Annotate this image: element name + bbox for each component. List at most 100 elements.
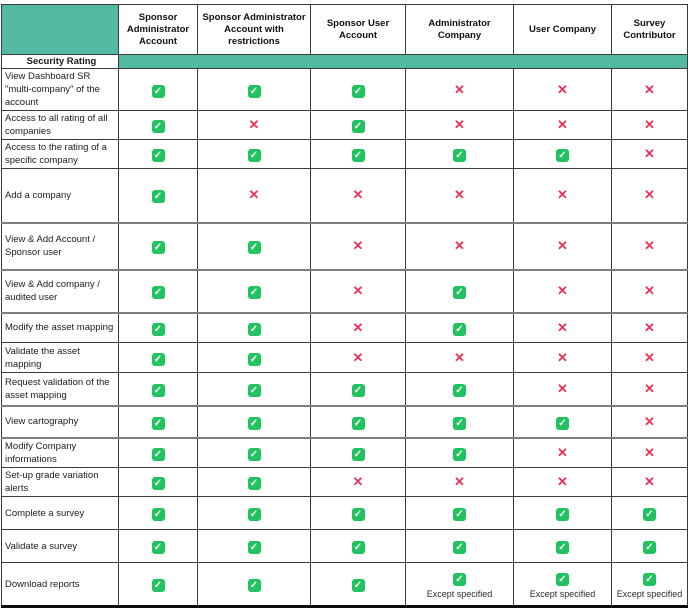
- cross-icon: ✕: [644, 444, 655, 460]
- check-icon: ✓: [351, 149, 365, 162]
- cross-icon: ✕: [454, 238, 465, 253]
- column-header: Survey Contributor: [611, 4, 688, 55]
- permission-cell: ✕: [513, 312, 612, 343]
- cross-icon: ✕: [454, 474, 465, 489]
- permission-cell: ✓: [118, 529, 198, 563]
- check-icon: ✓: [247, 352, 261, 366]
- column-header: Sponsor User Account: [310, 4, 406, 55]
- cell-note: Except specified: [426, 589, 493, 599]
- cross-icon: ✕: [454, 81, 465, 97]
- permissions-matrix-page: Sponsor Administrator Account Sponsor Adm…: [0, 4, 688, 609]
- check-icon: ✓: [151, 579, 165, 592]
- check-icon: ✓: [247, 477, 261, 490]
- row-label: View cartography: [1, 405, 119, 439]
- permission-cell: ✓: [118, 168, 198, 224]
- permission-cell: ✓ Except specified: [405, 562, 514, 608]
- check-icon: ✓: [556, 541, 569, 554]
- permission-cell: ✓: [118, 110, 198, 140]
- cross-icon: ✕: [557, 283, 568, 298]
- check-icon: ✓: [247, 579, 261, 592]
- column-header: User Company: [513, 4, 612, 55]
- cross-icon: ✕: [557, 187, 568, 203]
- check-icon: ✓: [151, 477, 165, 490]
- permission-cell: ✓: [197, 372, 311, 407]
- permission-cell: ✓: [118, 342, 198, 373]
- cross-icon: ✕: [644, 319, 655, 335]
- check-icon: ✓: [151, 508, 165, 521]
- cross-icon: ✕: [557, 474, 568, 489]
- check-icon: ✓: [453, 286, 466, 299]
- check-icon: ✓: [151, 286, 165, 299]
- permission-cell: ✓: [310, 139, 406, 169]
- check-icon: ✓: [453, 541, 466, 554]
- check-icon: ✓: [556, 416, 569, 430]
- check-icon: ✓: [247, 322, 261, 336]
- permission-cell: ✕: [611, 110, 688, 140]
- check-icon: ✓: [151, 541, 165, 554]
- check-icon: ✓: [247, 84, 261, 98]
- permission-cell: ✓: [310, 372, 406, 407]
- permission-cell: ✕: [513, 110, 612, 140]
- permission-cell: ✓: [611, 529, 688, 563]
- table-row: Request validation of the asset mapping ✓…: [1, 372, 688, 407]
- row-label: View Dashboard SR "multi-company" of the…: [1, 68, 119, 111]
- table-row: Validate the asset mapping ✓ ✓ ✕ ✕ ✕ ✕: [1, 342, 688, 373]
- check-icon: ✓: [247, 416, 261, 430]
- table-row: Set-up grade variation alerts ✓ ✓ ✕ ✕ ✕ ✕: [1, 467, 688, 497]
- cross-icon: ✕: [644, 283, 655, 298]
- permission-cell: ✕: [611, 269, 688, 314]
- permission-cell: ✓: [118, 562, 198, 608]
- cross-icon: ✕: [557, 319, 568, 335]
- permission-cell: ✕: [611, 437, 688, 468]
- cross-icon: ✕: [248, 187, 260, 203]
- permission-cell: ✓: [197, 139, 311, 169]
- permission-cell: ✓: [310, 68, 406, 111]
- permission-cell: ✓: [197, 562, 311, 608]
- cross-icon: ✕: [352, 349, 364, 365]
- cross-icon: ✕: [454, 349, 465, 365]
- permission-cell: ✓: [197, 222, 311, 271]
- table-row: Validate a survey ✓ ✓ ✓ ✓ ✓ ✓: [1, 529, 688, 563]
- check-icon: ✓: [247, 508, 261, 521]
- permission-cell: ✓: [405, 372, 514, 407]
- check-icon: ✓: [247, 149, 261, 162]
- permission-cell: ✓: [118, 269, 198, 314]
- check-icon: ✓: [151, 190, 165, 204]
- permission-cell: ✓: [118, 405, 198, 439]
- check-icon: ✓: [453, 149, 466, 162]
- permission-cell: ✓: [405, 312, 514, 343]
- permission-cell: ✕: [405, 342, 514, 373]
- check-icon: ✓: [556, 149, 569, 162]
- table-row: Access to all rating of all companies ✓ ✕ ✓…: [1, 110, 688, 140]
- check-icon: ✓: [151, 120, 165, 133]
- permission-cell: ✓: [118, 222, 198, 271]
- permission-cell: ✕: [405, 168, 514, 224]
- check-icon: ✓: [247, 541, 261, 554]
- permission-cell: ✕: [310, 312, 406, 343]
- permission-cell: ✕: [611, 312, 688, 343]
- cross-icon: ✕: [454, 117, 465, 132]
- table-row: Download reports ✓ ✓ ✓ ✓ Except specified ✓ Exc…: [1, 562, 688, 608]
- table-row: View & Add Account / Sponsor user ✓ ✓ ✕ ✕ ✕ ✕: [1, 222, 688, 271]
- check-icon: ✓: [247, 383, 261, 397]
- cross-icon: ✕: [454, 187, 465, 203]
- cross-icon: ✕: [557, 380, 568, 396]
- permission-cell: ✓: [405, 405, 514, 439]
- permission-cell: ✓: [405, 269, 514, 314]
- permission-cell: ✕: [513, 437, 612, 468]
- cross-icon: ✕: [352, 319, 364, 335]
- row-label: Access to the rating of a specific compa…: [1, 139, 119, 169]
- permission-cell: ✕: [310, 467, 406, 497]
- table-row: Modify Company informations ✓ ✓ ✓ ✓ ✕ ✕: [1, 437, 688, 468]
- permission-cell: ✕: [513, 342, 612, 373]
- table-row: View Dashboard SR "multi-company" of the…: [1, 68, 688, 111]
- table-row: View & Add company / audited user ✓ ✓ ✕ ✓ ✕ ✕: [1, 269, 688, 314]
- permission-cell: ✕: [513, 269, 612, 314]
- check-icon: ✓: [556, 508, 569, 521]
- check-icon: ✓: [151, 84, 165, 98]
- check-icon: ✓: [151, 447, 165, 461]
- permission-cell: ✕: [310, 342, 406, 373]
- permission-cell: ✕: [310, 222, 406, 271]
- row-label: View & Add company / audited user: [1, 269, 119, 314]
- permission-cell: ✓: [310, 437, 406, 468]
